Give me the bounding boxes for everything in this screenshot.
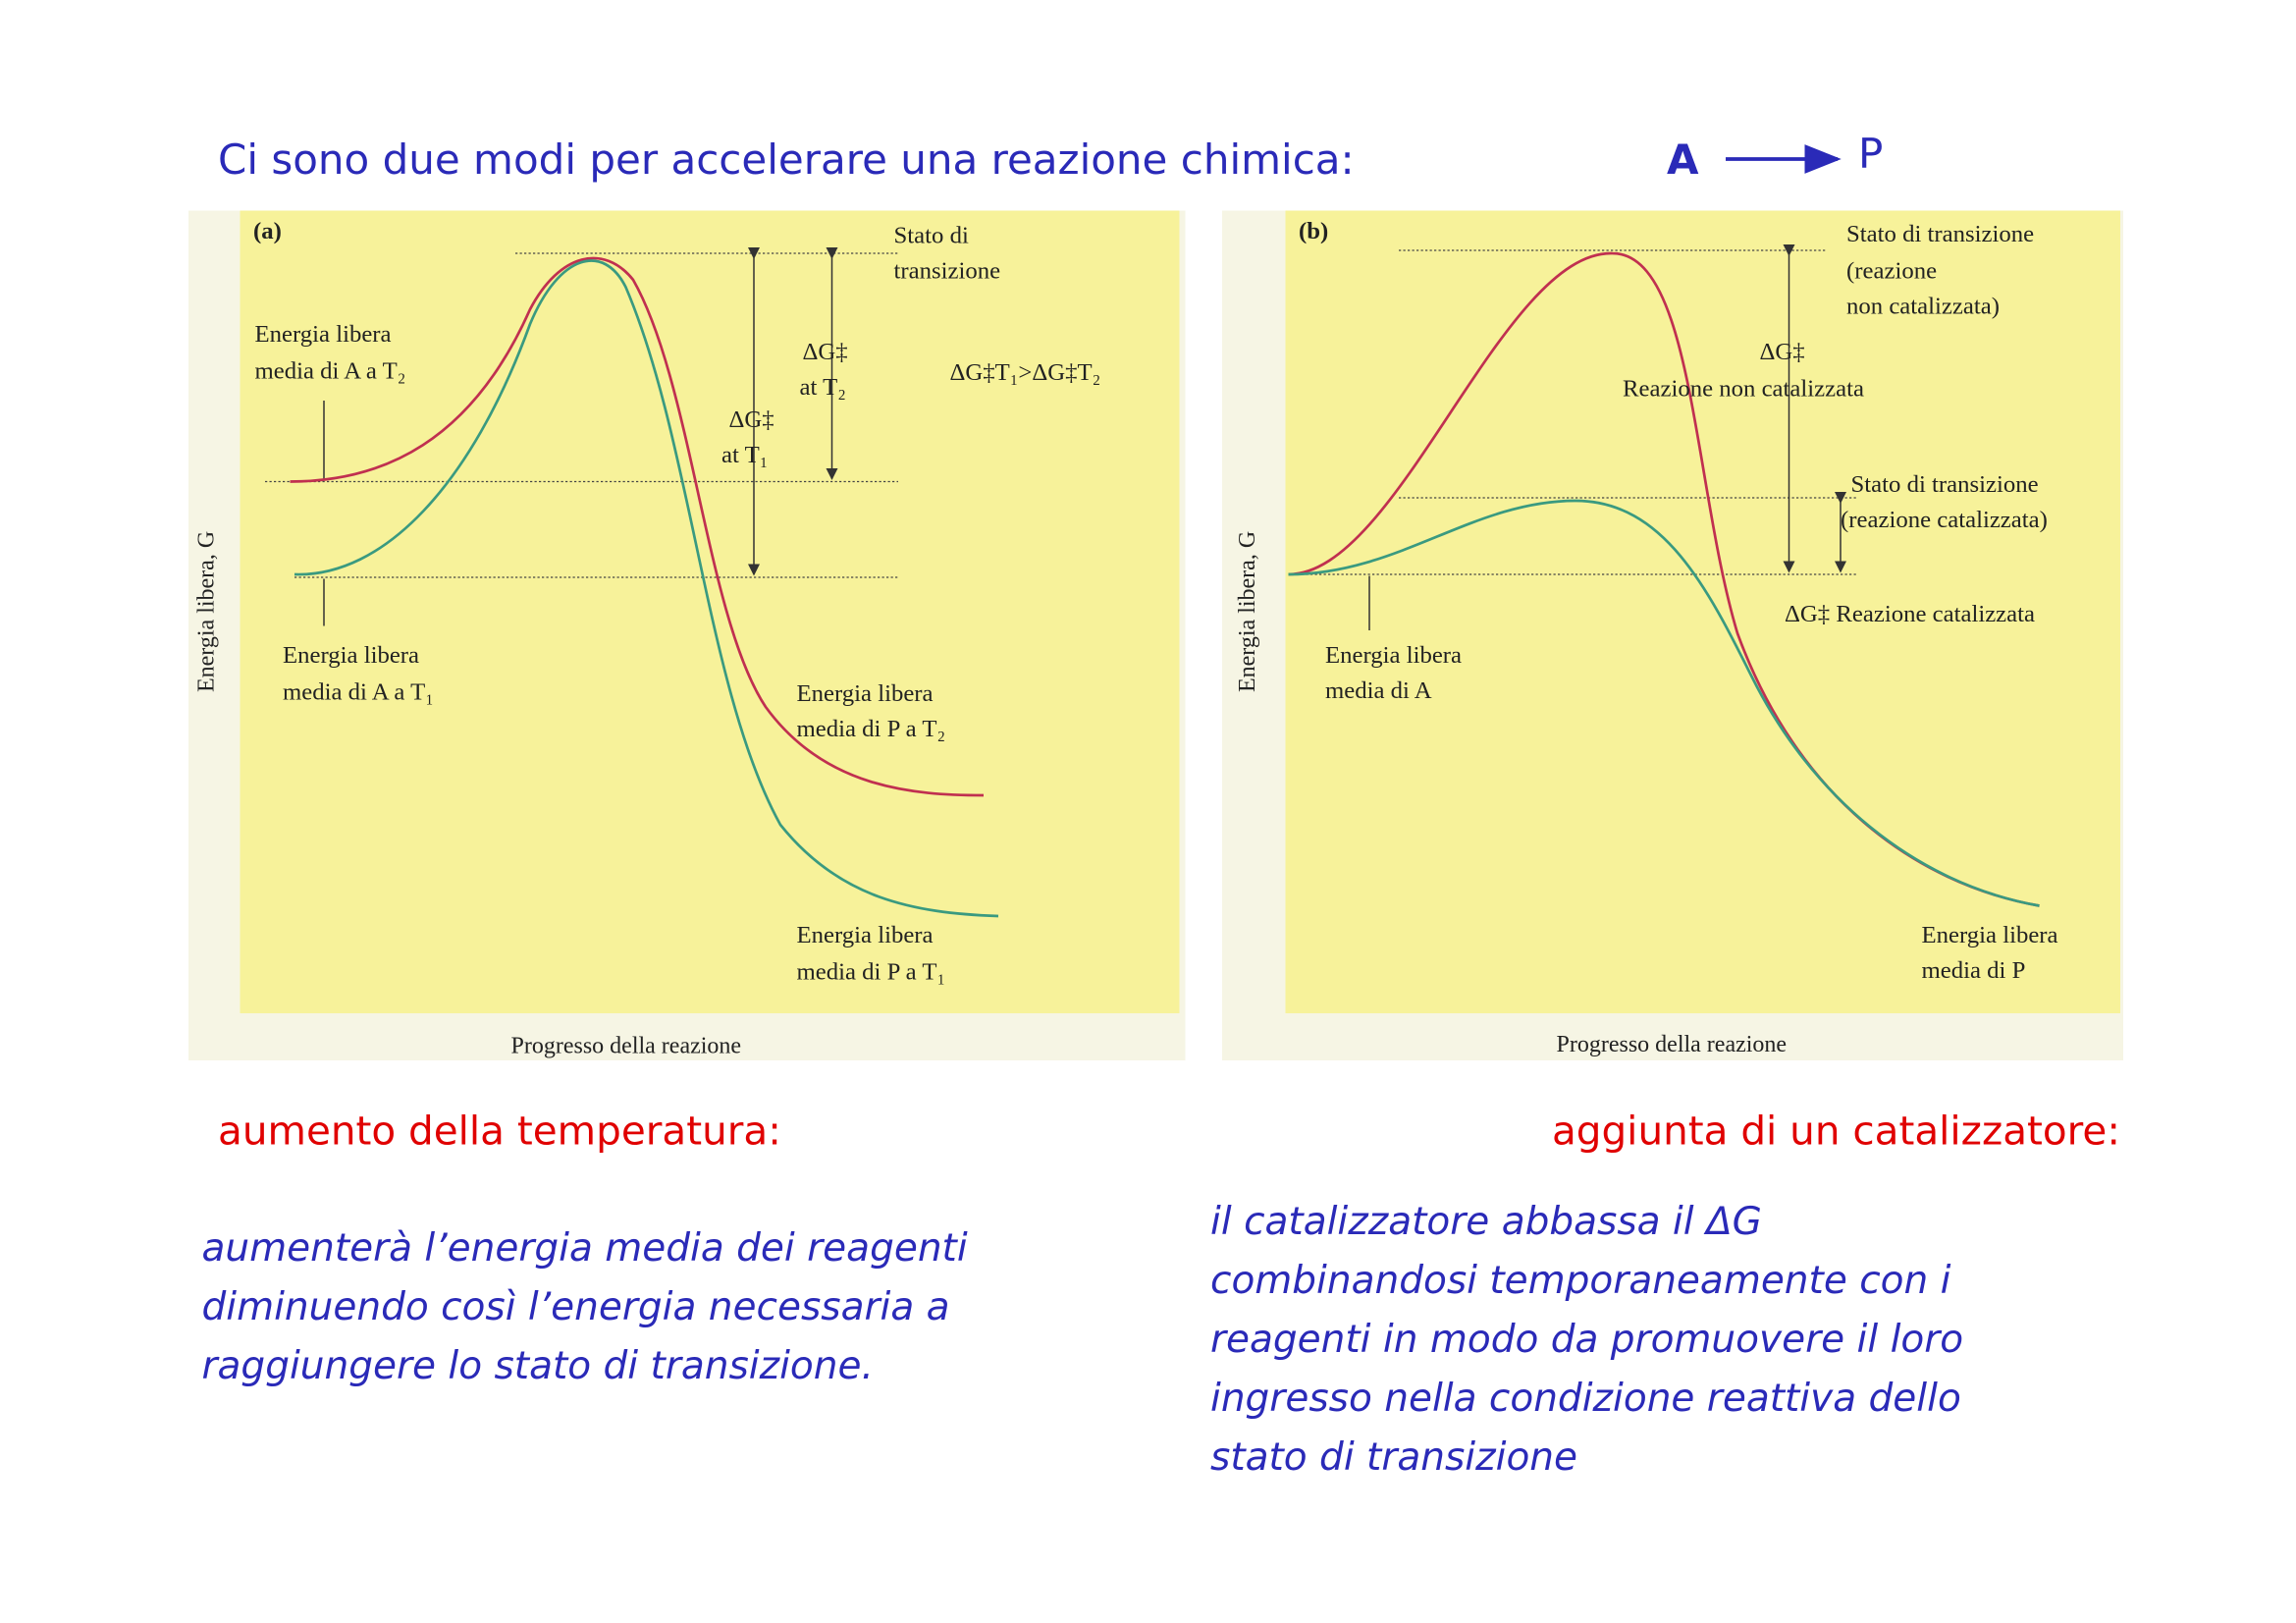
title: Ci sono due modi per accelerare una reaz…: [218, 135, 1355, 184]
label: ΔG‡T₁>ΔG‡T₂: [950, 359, 1101, 386]
label: Reazione non catalizzata: [1623, 376, 1864, 403]
curve-t1: [294, 259, 999, 918]
label: ΔG‡: [1760, 339, 1805, 365]
label: Stato di transizione: [1851, 471, 2039, 498]
label: Energia libera: [1325, 642, 1462, 669]
label: Energia libera: [1922, 922, 2058, 948]
section-body: il catalizzatore abbassa il ΔG: [1210, 1200, 1762, 1244]
label: Energia libera: [797, 680, 934, 707]
label: Energia libera: [255, 321, 392, 348]
reactant: A: [1667, 135, 1699, 184]
section-body: reagenti in modo da promuovere il loro: [1210, 1318, 1963, 1362]
section-body: ingresso nella condizione reattiva dello: [1210, 1377, 1961, 1421]
curve-t2: [290, 256, 985, 797]
x-axis-title: Progresso della reazione: [1557, 1032, 1788, 1057]
label: media di P a T₁: [797, 959, 946, 986]
label: media di P a T₂: [797, 716, 946, 742]
label: (reazione: [1846, 258, 1937, 285]
label: media di P: [1922, 957, 2026, 984]
section-body: raggiungere lo stato di transizione.: [202, 1344, 874, 1388]
section-body: diminuendo così l’energia necessaria a: [202, 1285, 950, 1329]
section-heading: aumento della temperatura:: [218, 1108, 781, 1155]
panel-tag: (b): [1299, 218, 1328, 244]
label: Stato di transizione: [1846, 221, 2034, 247]
panel-tag: (a): [253, 218, 282, 244]
label: at T₁: [721, 442, 768, 468]
label: media di A a T₁: [283, 679, 434, 706]
y-axis-title: Energia libera, G: [1235, 531, 1260, 692]
section-body: aumenterà l’energia media dei reagenti: [202, 1226, 968, 1271]
curve-catalyzed: [1288, 499, 2040, 907]
section-heading: aggiunta di un catalizzatore:: [1552, 1108, 2120, 1155]
y-axis-title: Energia libera, G: [194, 531, 220, 692]
label: media di A: [1325, 677, 1432, 704]
label: ΔG‡: [729, 406, 774, 433]
label: Stato di: [894, 223, 969, 249]
label: Energia libera: [797, 922, 934, 948]
label: non catalizzata): [1846, 294, 2000, 320]
label: (reazione catalizzata): [1841, 507, 2048, 533]
section-body: combinandosi temporaneamente con i: [1210, 1259, 1951, 1303]
label: ΔG‡ Reazione catalizzata: [1785, 601, 2035, 627]
product: P: [1858, 130, 1883, 178]
label: ΔG‡: [803, 339, 848, 365]
x-axis-title: Progresso della reazione: [511, 1034, 742, 1059]
plot-area: [1285, 210, 2120, 1013]
label: transizione: [894, 258, 1001, 285]
section-body: stato di transizione: [1210, 1435, 1577, 1480]
content: Ci sono due modi per accelerare una reaz…: [188, 130, 2123, 1480]
label: Energia libera: [283, 642, 419, 669]
label: media di A a T₂: [255, 358, 406, 385]
label: at T₂: [800, 374, 846, 401]
